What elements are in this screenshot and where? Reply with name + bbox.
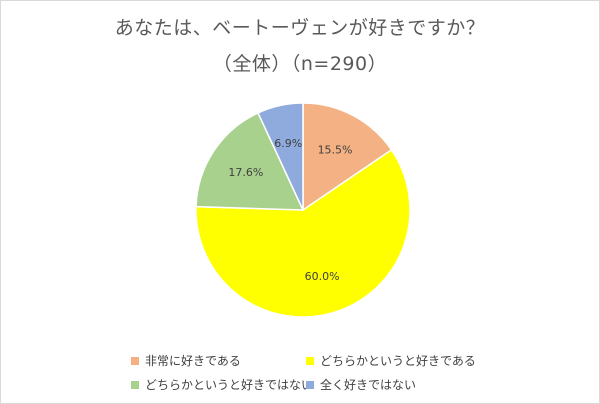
chart-subtitle: （全体）（n=290）	[212, 53, 388, 75]
legend-label-2: どちらかというと好きである	[320, 354, 476, 368]
legend-swatch-1	[131, 356, 139, 365]
pie-label-3: 17.6%	[228, 166, 263, 179]
legend-swatch-4	[306, 380, 314, 389]
pie-label-1: 15.5%	[318, 143, 353, 156]
chart-title: あなたは、ベートーヴェンが好きですか？	[114, 17, 486, 39]
legend-label-4: 全く好きではない	[320, 378, 417, 392]
pie-slice-4	[257, 102, 304, 211]
legend-swatch-2	[306, 356, 314, 365]
legend-item-1: 非常に好きである	[131, 352, 241, 369]
legend-item-3: どちらかというと好きではない	[131, 376, 313, 393]
pie-slice-3	[195, 111, 305, 211]
pie-slice-1	[302, 102, 393, 212]
legend-label-3: どちらかというと好きではない	[145, 378, 314, 392]
legend-swatch-3	[131, 380, 139, 389]
legend-label-1: 非常に好きである	[145, 354, 241, 368]
pie-label-4: 6.9%	[274, 137, 302, 150]
pie-slice-2	[195, 148, 411, 318]
legend-item-2: どちらかというと好きである	[306, 352, 476, 369]
legend-item-4: 全く好きではない	[306, 376, 416, 393]
pie-label-2: 60.0%	[305, 270, 340, 283]
